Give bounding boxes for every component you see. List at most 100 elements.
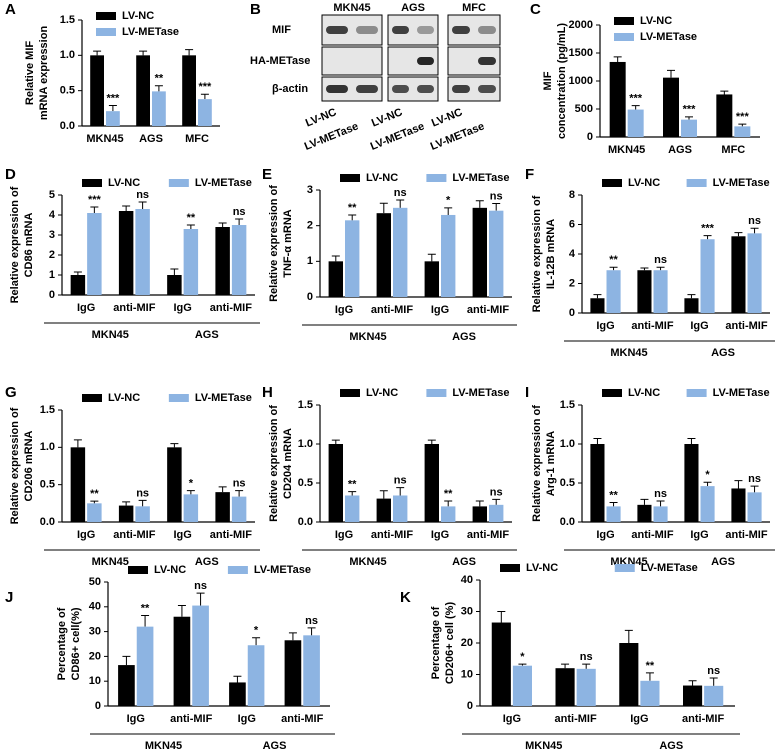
legend-label: LV-NC <box>628 177 660 189</box>
y-tick-label: 1.5 <box>60 14 75 26</box>
x-tick-label: IgG <box>238 713 256 725</box>
y-tick-label: 4 <box>569 248 576 260</box>
legend-label: LV-METase <box>452 172 509 184</box>
y-tick-label: 30 <box>461 605 473 617</box>
y-tick-label: 0.0 <box>298 516 313 528</box>
error-bar <box>631 105 640 110</box>
bar <box>606 506 621 522</box>
bar <box>684 444 699 522</box>
significance-label: *** <box>683 104 697 116</box>
error-bar <box>624 629 633 643</box>
significance-label: ** <box>348 202 357 214</box>
blot-band <box>392 85 409 93</box>
bar <box>683 685 703 706</box>
y-tick-label: 0 <box>49 289 55 301</box>
legend-label: LV-METase <box>640 31 697 43</box>
error-bar <box>90 500 99 504</box>
y-axis-label: CD206 mRNA <box>23 430 35 501</box>
legend-label: LV-NC <box>108 177 140 189</box>
error-bar <box>497 611 506 623</box>
y-tick-label: 1.0 <box>298 438 313 450</box>
significance-label: * <box>446 195 451 207</box>
bar <box>167 275 182 295</box>
y-tick-label: 1.5 <box>40 404 55 416</box>
bar <box>576 668 596 706</box>
y-axis-label: Relative expression of <box>531 195 543 312</box>
legend-label: LV-METase <box>195 392 252 404</box>
legend-swatch <box>602 389 622 397</box>
legend-swatch <box>614 17 634 25</box>
y-tick-label: 0.5 <box>40 479 55 491</box>
significance-label: ns <box>394 187 407 199</box>
significance-label: ns <box>394 475 407 487</box>
group-label: MKN45 <box>145 740 182 752</box>
significance-label: ns <box>580 651 593 663</box>
legend-label: LV-METase <box>254 564 311 576</box>
legend-label: LV-METase <box>195 177 252 189</box>
legend-swatch <box>128 566 148 574</box>
panel-letter: F <box>525 166 534 183</box>
bar <box>231 496 247 522</box>
significance-label: ns <box>233 206 246 218</box>
bar <box>489 504 504 522</box>
significance-label: ** <box>187 212 196 224</box>
error-bar <box>444 207 453 215</box>
error-bar <box>90 206 99 213</box>
y-tick-label: 0.0 <box>60 120 75 132</box>
legend-label: LV-NC <box>122 10 154 22</box>
legend-swatch <box>686 389 707 397</box>
y-tick-label: 0.0 <box>560 516 575 528</box>
bar <box>393 495 408 522</box>
error-bar <box>656 266 665 271</box>
blot-band <box>326 85 348 93</box>
x-tick-label: IgG <box>335 529 353 541</box>
x-tick-label: anti-MIF <box>631 320 673 332</box>
error-bar <box>475 500 484 507</box>
y-axis-label: concentration (pg/mL) <box>556 23 568 139</box>
legend-label: LV-METase <box>713 387 770 399</box>
y-tick-label: 2 <box>49 249 55 261</box>
error-bar <box>122 501 131 506</box>
cell-line-label: MFC <box>462 2 486 14</box>
error-bar <box>108 105 117 112</box>
error-bar <box>613 56 622 62</box>
error-bar <box>218 486 227 493</box>
panel-letter: I <box>525 384 529 401</box>
y-tick-label: 1.5 <box>298 399 313 411</box>
bar <box>152 91 166 126</box>
bar <box>731 488 746 522</box>
blot-band <box>356 26 378 34</box>
legend-swatch <box>614 564 635 572</box>
panel-letter: A <box>5 1 16 18</box>
y-tick-label: 4 <box>49 209 56 221</box>
legend-label: LV-NC <box>154 564 186 576</box>
error-bar <box>186 490 195 495</box>
panel-letter: C <box>530 1 541 18</box>
protein-label: β-actin <box>272 83 308 95</box>
y-axis-label: TNF-α mRNA <box>282 209 294 278</box>
bar <box>606 270 621 313</box>
legend-swatch <box>686 179 707 187</box>
x-tick-label: AGS <box>668 144 692 156</box>
y-tick-label: 10 <box>89 675 101 687</box>
legend-swatch <box>96 28 116 36</box>
error-bar <box>138 499 147 507</box>
x-tick-label: anti-MIF <box>682 713 724 725</box>
y-tick-label: 1000 <box>569 75 593 87</box>
error-bar <box>640 498 649 505</box>
x-tick-label: IgG <box>335 304 353 316</box>
y-axis-label: Percentage of <box>56 607 68 680</box>
legend-swatch <box>426 174 447 182</box>
legend-label: LV-METase <box>713 177 770 189</box>
error-bar <box>348 214 357 221</box>
error-bar <box>307 627 316 636</box>
bar <box>376 498 391 522</box>
y-tick-label: 1.5 <box>560 399 575 411</box>
x-tick-label: MFC <box>721 144 745 156</box>
error-bar <box>288 632 297 641</box>
bar <box>247 645 265 706</box>
y-tick-label: 500 <box>575 103 593 115</box>
significance-label: ** <box>609 489 618 501</box>
legend-label: LV-METase <box>452 387 509 399</box>
significance-label: ** <box>141 602 150 614</box>
